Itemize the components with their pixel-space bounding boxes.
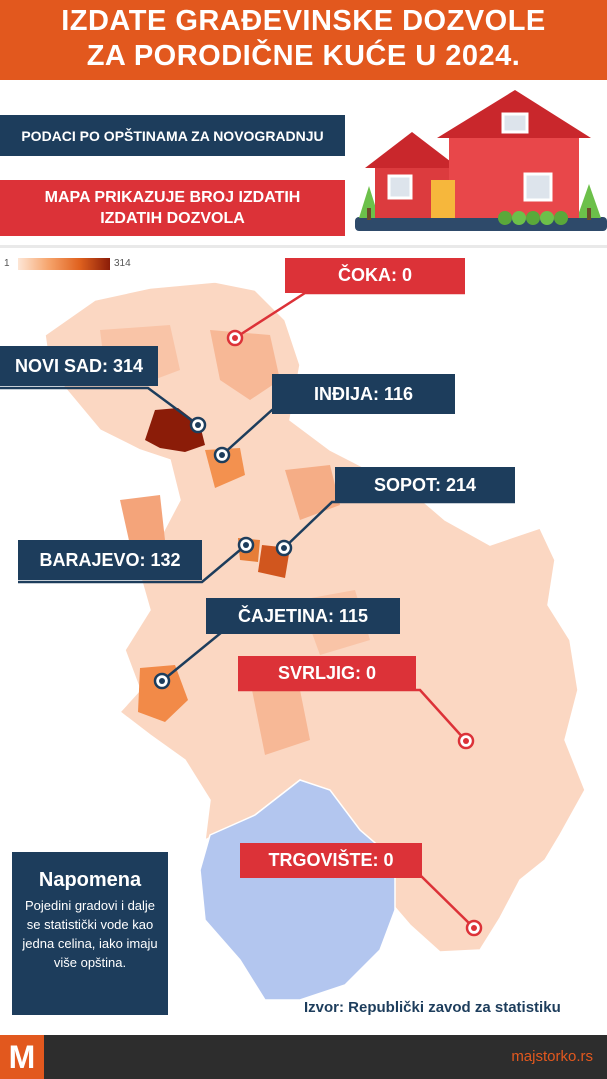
map-note-text: MAPA PRIKAZUJE BROJ IZDATIH IZDATIH DOZV… <box>44 189 301 227</box>
legend-min: 1 <box>4 258 10 269</box>
attic-window <box>501 112 529 134</box>
section-separator <box>0 245 607 248</box>
legend-color-scale <box>18 258 110 270</box>
window-1 <box>387 174 413 200</box>
cajetina-area <box>138 665 188 722</box>
marker-barajevo <box>237 536 255 554</box>
subtitle-box: PODACI PO OPŠTINAMA ZA NOVOGRADNJU <box>0 115 345 156</box>
marker-novi-sad <box>189 416 207 434</box>
marker-svrljig <box>457 732 475 750</box>
label-cajetina: ČAJETINA: 115 <box>206 598 400 634</box>
label-barajevo: BARAJEVO: 132 <box>18 540 202 580</box>
tree-left <box>359 186 379 218</box>
legend-max: 314 <box>114 258 131 269</box>
label-indjija: INĐIJA: 116 <box>272 374 455 414</box>
subtitle-text: PODACI PO OPŠTINAMA ZA NOVOGRADNJU <box>21 127 324 144</box>
kosovo-region <box>199 779 396 1001</box>
label-coka: ČOKA: 0 <box>285 258 465 293</box>
title-banner: IZDATE GRAĐEVINSKE DOZVOLE ZA PORODIČNE … <box>0 0 607 80</box>
label-trgoviste: TRGOVIŠTE: 0 <box>240 843 422 878</box>
label-sopot: SOPOT: 214 <box>335 467 515 503</box>
tree-right <box>577 184 601 218</box>
roof-left <box>365 132 459 168</box>
window-2 <box>523 172 553 202</box>
region-vojvodina-east <box>210 330 280 400</box>
note-body: Pojedini gradovi i dalje se statistički … <box>22 898 158 970</box>
source-credit: Izvor: Republički zavod za statistiku <box>304 999 561 1016</box>
footer-bar <box>0 1035 607 1079</box>
door <box>431 180 455 218</box>
ground-strip <box>355 217 607 231</box>
website-link[interactable]: majstorko.rs <box>511 1048 593 1065</box>
map-note-box: MAPA PRIKAZUJE BROJ IZDATIH IZDATIH DOZV… <box>0 180 345 236</box>
label-novi-sad: NOVI SAD: 314 <box>0 346 158 386</box>
house-main <box>449 134 579 218</box>
title-line-1: IZDATE GRAĐEVINSKE DOZVOLE <box>61 5 546 37</box>
marker-indjija <box>213 446 231 464</box>
marker-coka <box>226 329 244 347</box>
note-box: Napomena Pojedini gradovi i dalje se sta… <box>12 852 168 1015</box>
note-heading: Napomena <box>38 869 142 891</box>
marker-trgoviste <box>465 919 483 937</box>
title-line-2: ZA PORODIČNE KUĆE U 2024. <box>86 40 521 72</box>
brand-logo: M <box>0 1035 44 1079</box>
marker-cajetina <box>153 672 171 690</box>
region-west <box>120 495 165 545</box>
region-central <box>250 680 310 755</box>
label-svrljig: SVRLJIG: 0 <box>238 656 416 691</box>
marker-sopot <box>275 539 293 557</box>
house-illustration <box>355 90 607 231</box>
